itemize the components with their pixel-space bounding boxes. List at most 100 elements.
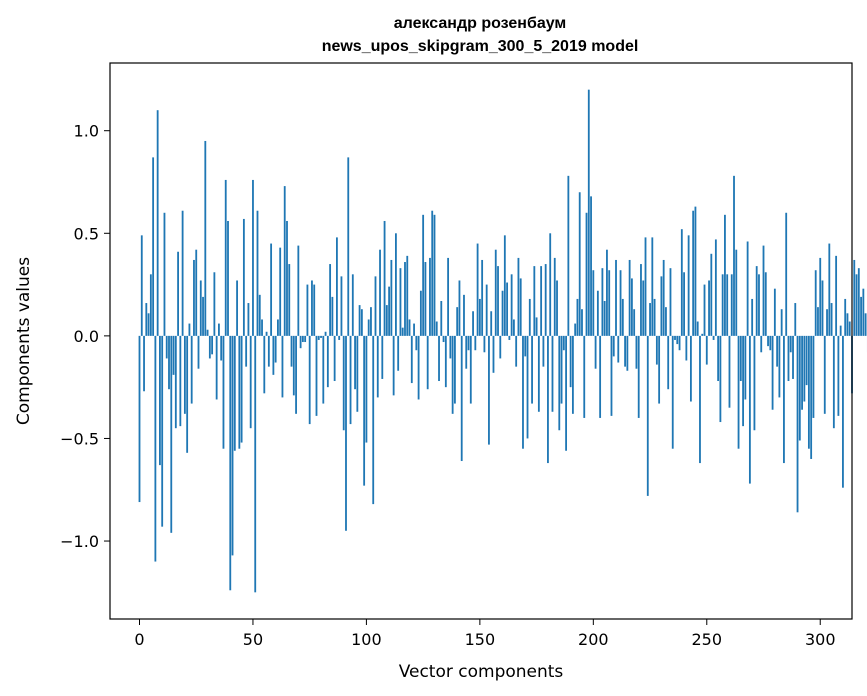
bar-182: [551, 335, 554, 412]
bar-295: [807, 335, 810, 449]
bar-40: [229, 335, 232, 591]
bar-224: [646, 335, 649, 496]
bar-247: [699, 335, 701, 464]
bar-135: [444, 335, 447, 388]
bar-129: [431, 210, 434, 336]
bar-311: [844, 298, 847, 336]
bar-30: [206, 329, 209, 336]
bar-210: [615, 259, 617, 336]
bar-54: [261, 319, 263, 336]
bar-276: [764, 272, 767, 336]
bar-312: [846, 313, 849, 336]
bar-21: [186, 335, 189, 453]
bar-178: [542, 335, 545, 367]
bar-233: [667, 335, 670, 390]
bar-168: [519, 278, 522, 336]
plot-frame: [109, 62, 853, 620]
bar-189: [567, 175, 570, 336]
bar-290: [796, 335, 799, 513]
y-axis-label: Components values: [14, 257, 34, 425]
bar-241: [685, 335, 688, 361]
bar-89: [340, 276, 343, 336]
bar-119: [408, 319, 411, 336]
x-tick-label: 150: [465, 630, 496, 649]
bar-132: [438, 335, 440, 382]
y-tick-label: 0.0: [74, 327, 99, 346]
bar-271: [753, 335, 756, 431]
bar-13: [168, 335, 170, 390]
bar-245: [694, 206, 697, 336]
bar-219: [635, 335, 638, 369]
bar-154: [488, 335, 490, 445]
bar-282: [778, 335, 781, 398]
bar-6: [152, 157, 155, 336]
bar-206: [606, 249, 608, 336]
bar-42: [233, 335, 236, 451]
bar-262: [733, 175, 735, 336]
bar-259: [726, 274, 729, 336]
bar-90: [342, 335, 345, 431]
bar-256: [719, 335, 722, 423]
bar-48: [247, 303, 250, 336]
bar-263: [735, 249, 738, 336]
bar-100: [365, 335, 368, 443]
bar-108: [383, 220, 386, 336]
bar-258: [724, 214, 726, 336]
bar-105: [376, 335, 379, 398]
bar-264: [737, 335, 740, 449]
bar-285: [785, 212, 788, 336]
bar-286: [787, 335, 790, 382]
bar-46: [242, 218, 245, 336]
x-tick-label: 50: [243, 630, 263, 649]
bar-280: [773, 288, 776, 336]
bar-148: [474, 335, 477, 351]
bar-212: [619, 270, 622, 336]
bar-92: [347, 157, 350, 336]
bar-140: [456, 307, 459, 336]
bar-28: [202, 296, 204, 336]
bar-270: [751, 298, 754, 336]
bar-198: [587, 89, 590, 336]
bar-267: [744, 335, 747, 400]
bar-138: [451, 335, 454, 414]
bar-298: [814, 270, 817, 336]
bar-227: [653, 298, 656, 336]
bar-243: [689, 335, 692, 402]
bar-150: [478, 298, 481, 336]
bar-208: [610, 335, 613, 416]
bar-93: [349, 335, 352, 425]
bar-249: [703, 284, 706, 336]
bar-167: [517, 257, 520, 336]
bar-184: [556, 280, 558, 336]
bar-72: [301, 335, 304, 343]
bar-152: [483, 335, 486, 353]
bar-62: [279, 247, 282, 336]
chart-title-line2: news_upos_skipgram_300_5_2019 model: [322, 38, 639, 55]
bar-308: [837, 335, 840, 416]
bar-10: [161, 335, 164, 527]
bar-316: [855, 274, 858, 336]
bar-63: [281, 335, 284, 398]
bar-288: [792, 335, 794, 379]
bar-50: [252, 179, 254, 336]
bar-169: [522, 335, 524, 449]
bar-139: [454, 335, 456, 404]
bar-142: [460, 335, 463, 462]
bar-67: [290, 335, 293, 367]
bar-214: [624, 335, 626, 367]
bar-269: [748, 335, 751, 484]
bar-70: [297, 245, 300, 336]
bar-38: [224, 179, 227, 336]
bar-115: [399, 268, 402, 336]
bar-235: [671, 335, 674, 449]
bar-281: [776, 335, 779, 367]
bar-313: [848, 321, 851, 336]
bar-87: [336, 237, 338, 336]
bar-144: [465, 335, 468, 369]
bar-202: [596, 290, 599, 336]
bar-117: [404, 262, 406, 336]
bar-156: [492, 335, 495, 373]
bar-309: [839, 325, 842, 336]
